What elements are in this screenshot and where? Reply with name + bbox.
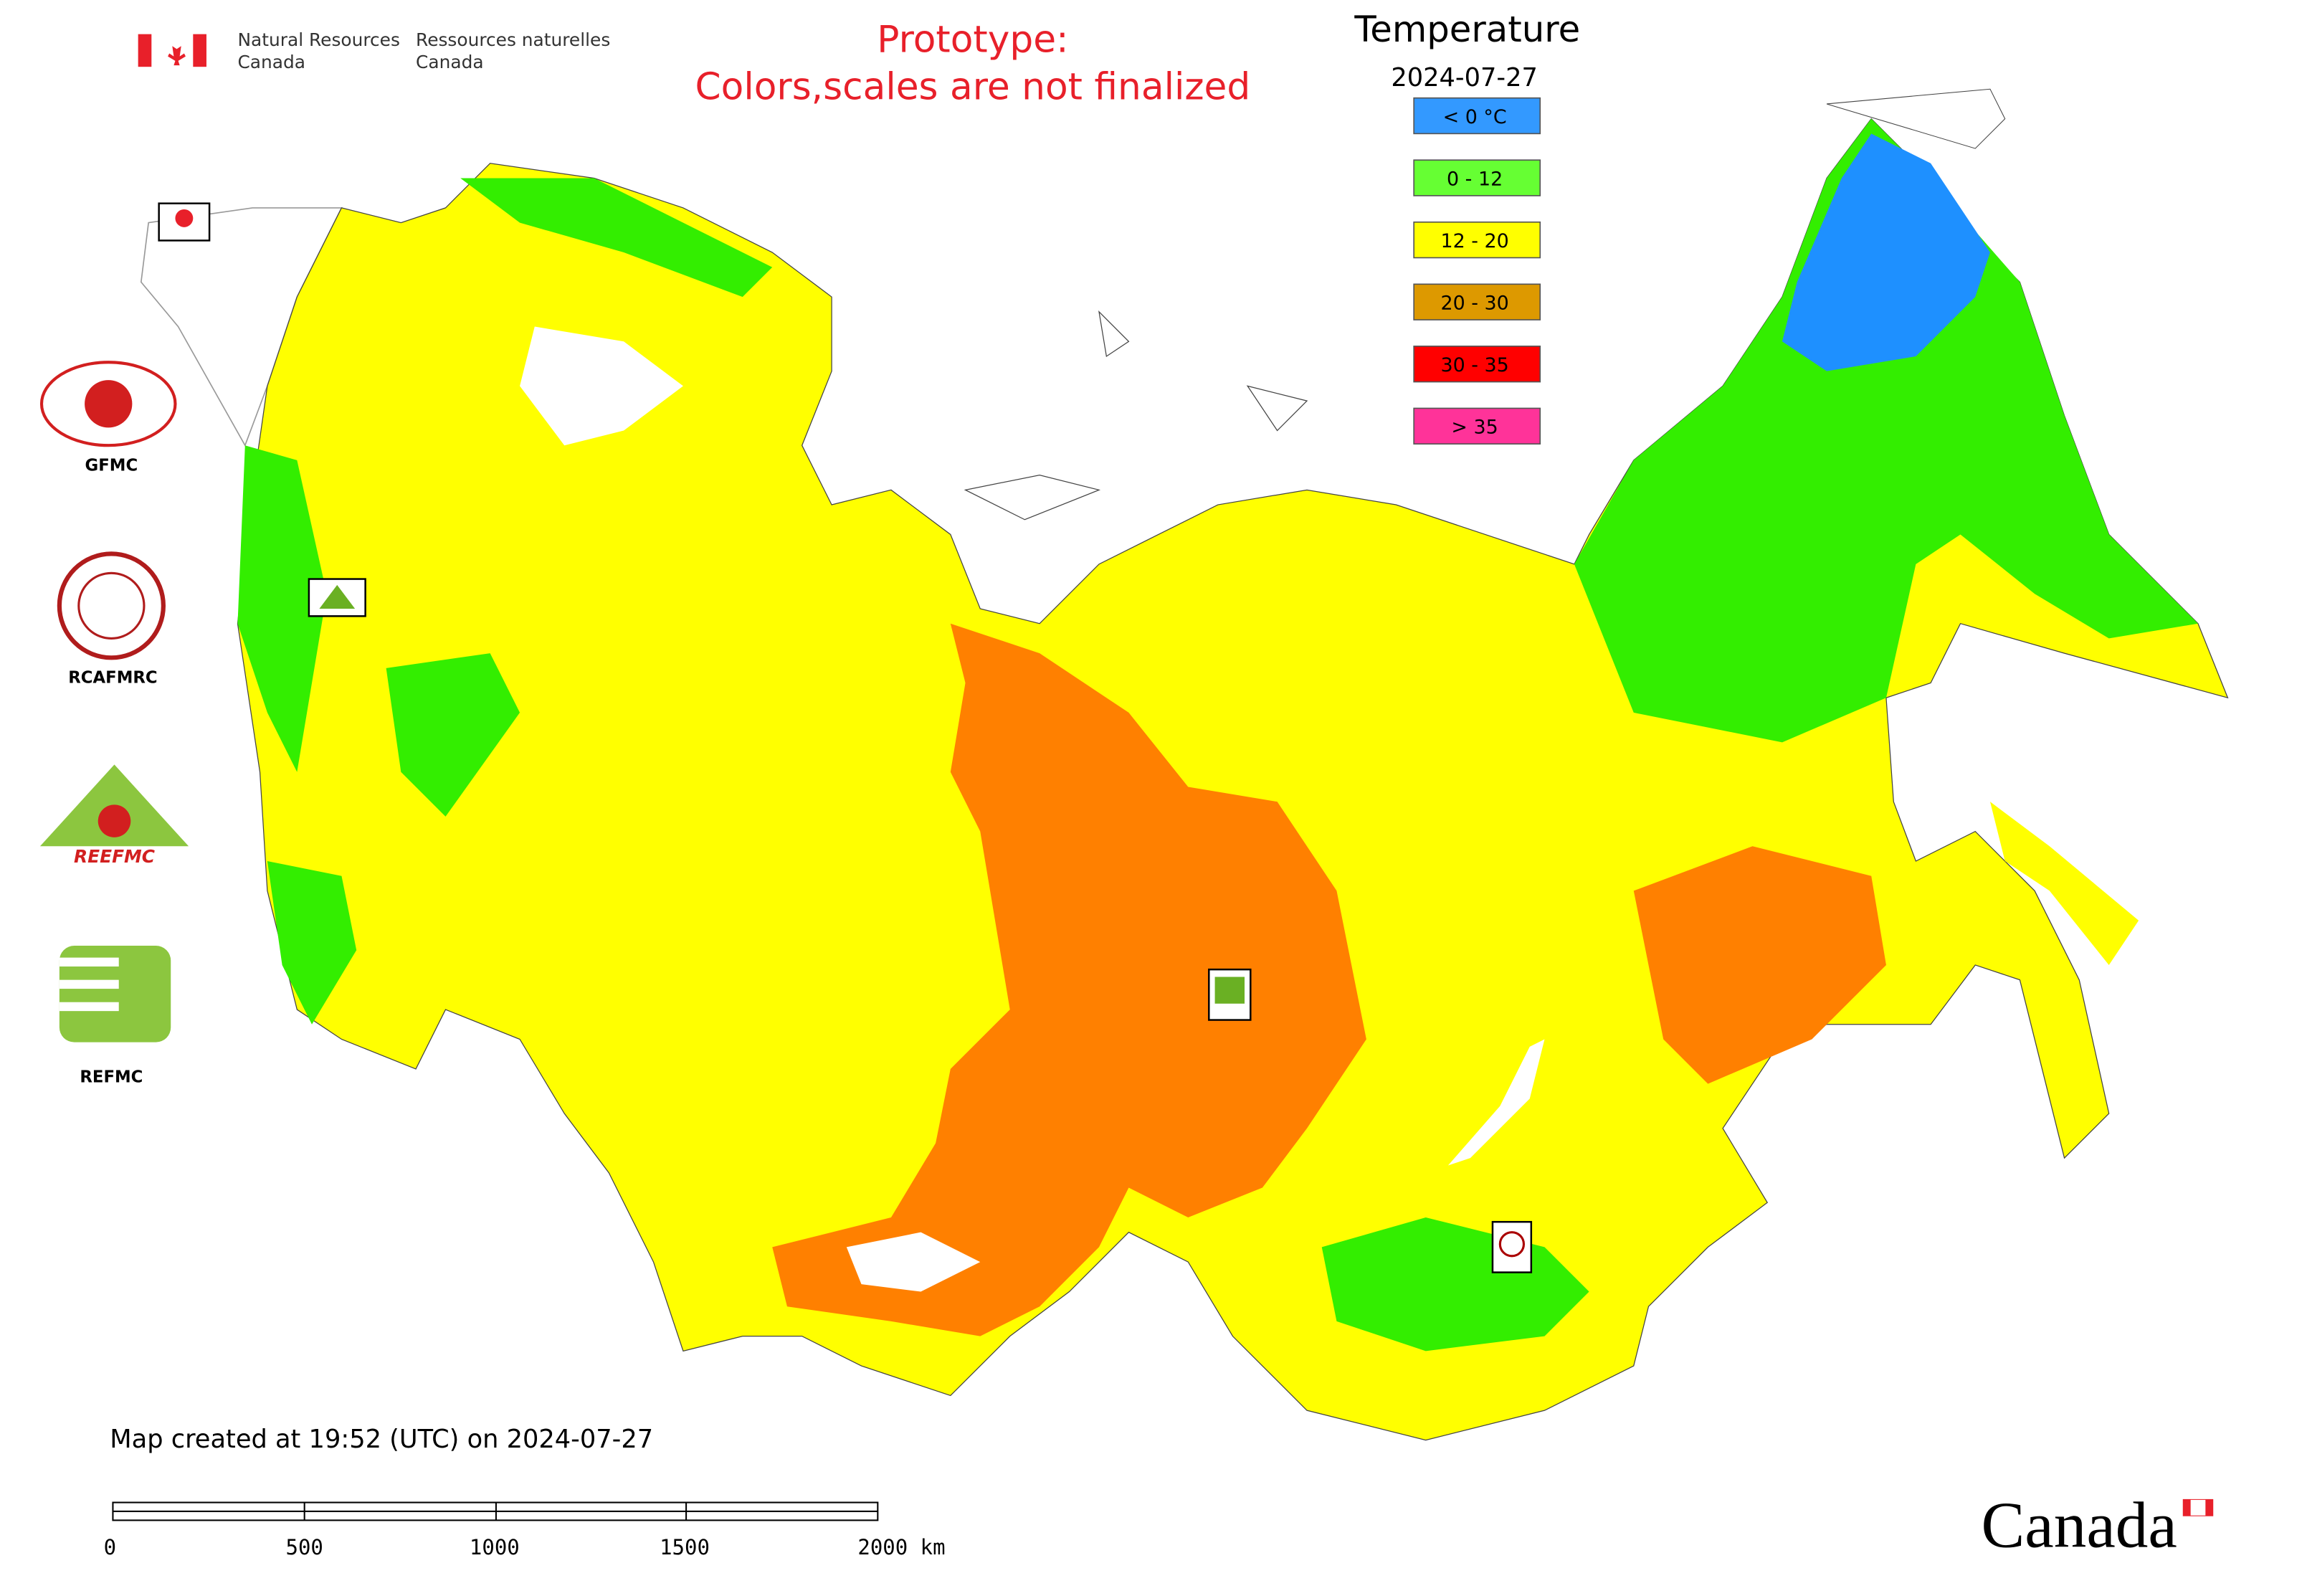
scale-label: 1000 (470, 1535, 520, 1559)
island (964, 310, 1308, 521)
legend-swatch (1413, 346, 1541, 383)
zone-cool (267, 861, 357, 1025)
wordmark: Canada (1982, 1489, 2177, 1562)
header: Natural Resources Canada Ressources natu… (138, 18, 1251, 109)
scale-label: 500 (285, 1535, 323, 1559)
org-en: Natural Resources (237, 29, 399, 50)
org-fr: Canada (416, 52, 484, 72)
legend-title: Temperature (1354, 9, 1580, 50)
island (1826, 88, 2006, 149)
legend-label: > 35 (1451, 417, 1498, 439)
zone-cool (1574, 118, 2198, 743)
wordmark-flag-bar (2183, 1499, 2191, 1516)
station-marker[interactable] (1491, 1220, 1533, 1273)
legend-swatch (1413, 407, 1541, 445)
flag-bar (193, 34, 206, 67)
reefmc-logo-mark (97, 804, 131, 837)
legend-label: 12 - 20 (1440, 230, 1508, 252)
org-en: Canada (237, 52, 305, 72)
org-fr: Ressources naturelles (416, 29, 610, 50)
logos: GFMC RCAFMRC REEFMC REFMC (39, 361, 189, 1087)
zone-cold (1782, 133, 1990, 371)
legend-label: 30 - 35 (1440, 354, 1508, 376)
legend-label: < 0 °C (1443, 106, 1507, 128)
station-icon (175, 209, 194, 227)
white-sea (520, 326, 683, 446)
flag-bar (138, 34, 152, 67)
legend-date: 2024-07-27 (1391, 63, 1538, 92)
logo-label: REFMC (80, 1068, 143, 1087)
legend-swatch (1413, 159, 1541, 196)
sakhalin (1989, 802, 2139, 965)
legend-label: 20 - 30 (1440, 293, 1508, 315)
scale-label: 0 (104, 1535, 116, 1559)
station-icon (319, 584, 356, 609)
logo-label: RCAFMRC (68, 669, 157, 688)
scale-label: 1500 (660, 1535, 710, 1559)
station-icon (1214, 977, 1245, 1004)
maple-leaf (168, 39, 186, 66)
gfmc-logo-mark (85, 380, 133, 428)
notice: Colors,scales are not finalized (695, 66, 1251, 109)
station-icon (1498, 1231, 1526, 1258)
zone-cool (460, 178, 773, 298)
map-layer (140, 88, 2229, 1441)
lake-baikal (1447, 1039, 1545, 1166)
legend: Temperature 2024-07-27 < 0 °C 0 - 12 12 - … (1354, 9, 1580, 445)
refmc-logo-stripe (59, 979, 119, 989)
zone-cool (386, 653, 520, 817)
refmc-logo-stripe (59, 1002, 119, 1012)
legend-swatch (1413, 283, 1541, 320)
logo-label: GFMC (85, 456, 138, 475)
logo-text: REEFMC (74, 846, 155, 867)
rcafmrc-logo-mark (77, 571, 146, 640)
footer: Map created at 19:52 (UTC) on 2024-07-27… (104, 1425, 2214, 1562)
legend-swatch (1413, 97, 1541, 135)
refmc-logo-stripe (59, 957, 119, 967)
scale-label: 2000 km (857, 1535, 945, 1559)
zone-warm (1633, 846, 1886, 1084)
lake (846, 1232, 981, 1292)
created-note: Map created at 19:52 (UTC) on 2024-07-27 (110, 1425, 653, 1454)
station-markers (158, 202, 1533, 1273)
legend-swatch (1413, 221, 1541, 259)
notice: Prototype: (877, 18, 1068, 61)
wordmark-flag-bar (2205, 1499, 2213, 1516)
zone-warm (772, 623, 1366, 1336)
legend-label: 0 - 12 (1447, 168, 1503, 190)
refmc-logo[interactable] (59, 946, 171, 1042)
